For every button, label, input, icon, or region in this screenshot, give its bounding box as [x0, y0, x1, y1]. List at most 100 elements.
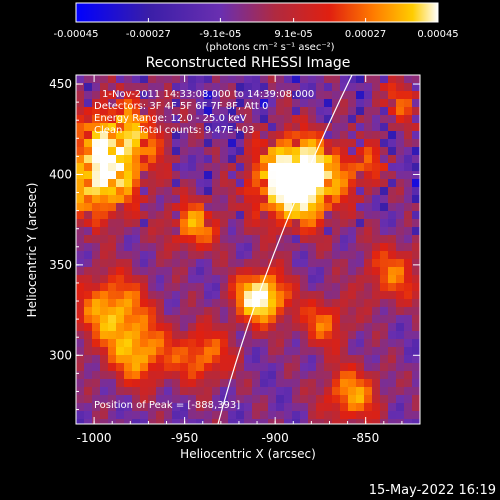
heatmap-pixel	[108, 147, 116, 155]
heatmap-pixel	[340, 115, 348, 123]
heatmap-pixel	[348, 355, 356, 363]
heatmap-pixel	[364, 155, 372, 163]
heatmap-pixel	[124, 315, 132, 323]
heatmap-pixel	[228, 147, 236, 155]
heatmap-pixel	[116, 91, 124, 99]
heatmap-pixel	[244, 211, 252, 219]
heatmap-pixel	[140, 163, 148, 171]
heatmap-pixel	[228, 331, 236, 339]
heatmap-pixel	[276, 75, 284, 83]
heatmap-pixel	[188, 371, 196, 379]
heatmap-pixel	[156, 355, 164, 363]
heatmap-pixel	[220, 91, 228, 99]
heatmap-pixel	[380, 155, 388, 163]
heatmap-pixel	[244, 403, 252, 411]
heatmap-pixel	[308, 203, 316, 211]
heatmap-pixel	[364, 211, 372, 219]
heatmap-pixel	[140, 211, 148, 219]
heatmap-pixel	[300, 275, 308, 283]
heatmap-pixel	[180, 259, 188, 267]
heatmap-pixel	[372, 323, 380, 331]
heatmap-pixel	[124, 339, 132, 347]
heatmap-pixel	[260, 115, 268, 123]
heatmap-pixel	[364, 283, 372, 291]
heatmap-pixel	[92, 195, 100, 203]
heatmap-pixel	[124, 195, 132, 203]
heatmap-pixel	[284, 187, 292, 195]
heatmap-pixel	[196, 115, 204, 123]
heatmap-pixel	[92, 323, 100, 331]
heatmap-pixel	[196, 227, 204, 235]
heatmap-pixel	[236, 107, 244, 115]
heatmap-pixel	[348, 267, 356, 275]
heatmap-pixel	[76, 315, 84, 323]
heatmap-pixel	[340, 275, 348, 283]
heatmap-pixel	[348, 99, 356, 107]
heatmap-pixel	[172, 155, 180, 163]
heatmap-pixel	[124, 347, 132, 355]
heatmap-pixel	[236, 411, 244, 419]
heatmap-pixel	[404, 323, 412, 331]
heatmap-pixel	[380, 315, 388, 323]
heatmap-pixel	[356, 395, 364, 403]
heatmap-pixel	[212, 171, 220, 179]
heatmap-pixel	[308, 251, 316, 259]
heatmap-pixel	[84, 227, 92, 235]
heatmap-pixel	[332, 195, 340, 203]
heatmap-pixel	[228, 99, 236, 107]
heatmap-pixel	[212, 419, 220, 424]
heatmap-pixel	[164, 235, 172, 243]
heatmap-pixel	[308, 147, 316, 155]
heatmap-pixel	[260, 147, 268, 155]
heatmap-pixel	[204, 139, 212, 147]
heatmap-pixel	[316, 203, 324, 211]
heatmap-pixel	[316, 419, 324, 424]
heatmap-pixel	[364, 379, 372, 387]
heatmap-pixel	[316, 331, 324, 339]
heatmap-pixel	[396, 195, 404, 203]
heatmap-pixel	[212, 211, 220, 219]
heatmap-pixel	[164, 107, 172, 115]
heatmap-pixel	[380, 355, 388, 363]
heatmap-pixel	[300, 307, 308, 315]
heatmap-pixel	[348, 227, 356, 235]
heatmap-pixel	[380, 403, 388, 411]
heatmap-pixel	[92, 267, 100, 275]
heatmap-pixel	[204, 203, 212, 211]
heatmap-pixel	[108, 267, 116, 275]
heatmap-pixel	[276, 139, 284, 147]
heatmap-pixel	[316, 75, 324, 83]
heatmap-pixel	[260, 83, 268, 91]
heatmap-pixel	[404, 243, 412, 251]
heatmap-pixel	[156, 363, 164, 371]
heatmap-pixel	[332, 315, 340, 323]
heatmap-pixel	[84, 387, 92, 395]
heatmap-pixel	[300, 419, 308, 424]
heatmap-pixel	[340, 315, 348, 323]
heatmap-pixel	[156, 259, 164, 267]
heatmap-pixel	[332, 83, 340, 91]
heatmap-pixel	[148, 179, 156, 187]
heatmap-pixel	[196, 99, 204, 107]
heatmap-pixel	[324, 299, 332, 307]
heatmap-pixel	[284, 291, 292, 299]
heatmap-pixel	[332, 123, 340, 131]
heatmap-pixel	[372, 371, 380, 379]
heatmap-pixel	[388, 203, 396, 211]
heatmap-pixel	[228, 195, 236, 203]
heatmap-pixel	[228, 187, 236, 195]
heatmap-pixel	[220, 227, 228, 235]
heatmap-pixel	[228, 83, 236, 91]
heatmap-pixel	[324, 131, 332, 139]
heatmap-pixel	[236, 99, 244, 107]
heatmap-pixel	[188, 379, 196, 387]
heatmap-pixel	[220, 347, 228, 355]
heatmap-pixel	[388, 115, 396, 123]
heatmap-pixel	[116, 387, 124, 395]
heatmap-pixel	[404, 107, 412, 115]
heatmap-pixel	[156, 331, 164, 339]
heatmap-pixel	[100, 147, 108, 155]
heatmap-pixel	[148, 203, 156, 211]
heatmap-pixel	[324, 403, 332, 411]
heatmap-pixel	[84, 291, 92, 299]
